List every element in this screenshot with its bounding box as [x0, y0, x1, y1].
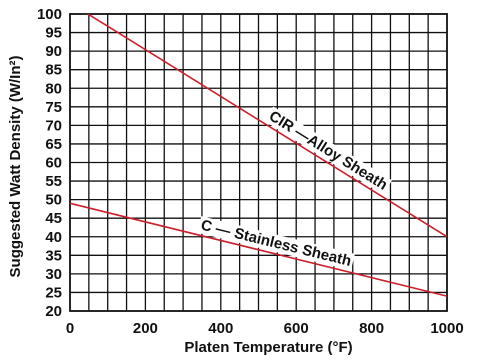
series-label-background	[197, 216, 355, 271]
series-label-2: C — Stainless Sheath	[199, 217, 353, 270]
y-tick-label: 95	[45, 25, 62, 42]
y-tick-label: 20	[45, 303, 62, 320]
y-tick-label: 30	[45, 266, 62, 283]
plot-frame	[69, 13, 448, 312]
y-tick-label: 90	[45, 43, 62, 60]
y-tick-label: 45	[45, 210, 62, 227]
y-tick-label: 25	[45, 284, 62, 301]
y-tick-label: 35	[45, 247, 62, 264]
x-tick-label: 1000	[430, 320, 463, 337]
y-tick-label: 80	[45, 80, 62, 97]
y-tick-label: 50	[45, 192, 62, 209]
y-tick-label: 40	[45, 229, 62, 246]
series-group	[70, 14, 447, 297]
y-tick-label: 100	[37, 6, 62, 23]
y-tick-label: 75	[45, 99, 62, 116]
x-tick-label: 0	[66, 320, 74, 337]
x-tick-label: 200	[133, 320, 158, 337]
y-axis-title: Suggested Watt Density (W/In²)	[7, 56, 24, 278]
y-tick-label: 85	[45, 62, 62, 79]
series-line-1	[86, 14, 447, 238]
x-tick-label: 400	[208, 320, 233, 337]
y-tick-label: 55	[45, 173, 62, 190]
x-tick-label: 800	[359, 320, 384, 337]
series-label-background	[264, 106, 393, 195]
y-tick-label: 65	[45, 136, 62, 153]
series-line-2	[70, 202, 447, 297]
x-axis-title: Platen Temperature (°F)	[184, 339, 352, 356]
y-tick-label: 60	[45, 155, 62, 172]
y-tick-label: 70	[45, 117, 62, 134]
x-tick-label: 600	[284, 320, 309, 337]
grid	[70, 14, 447, 311]
x-tick-labels: 0 200 400 600 800 1000	[66, 320, 464, 337]
